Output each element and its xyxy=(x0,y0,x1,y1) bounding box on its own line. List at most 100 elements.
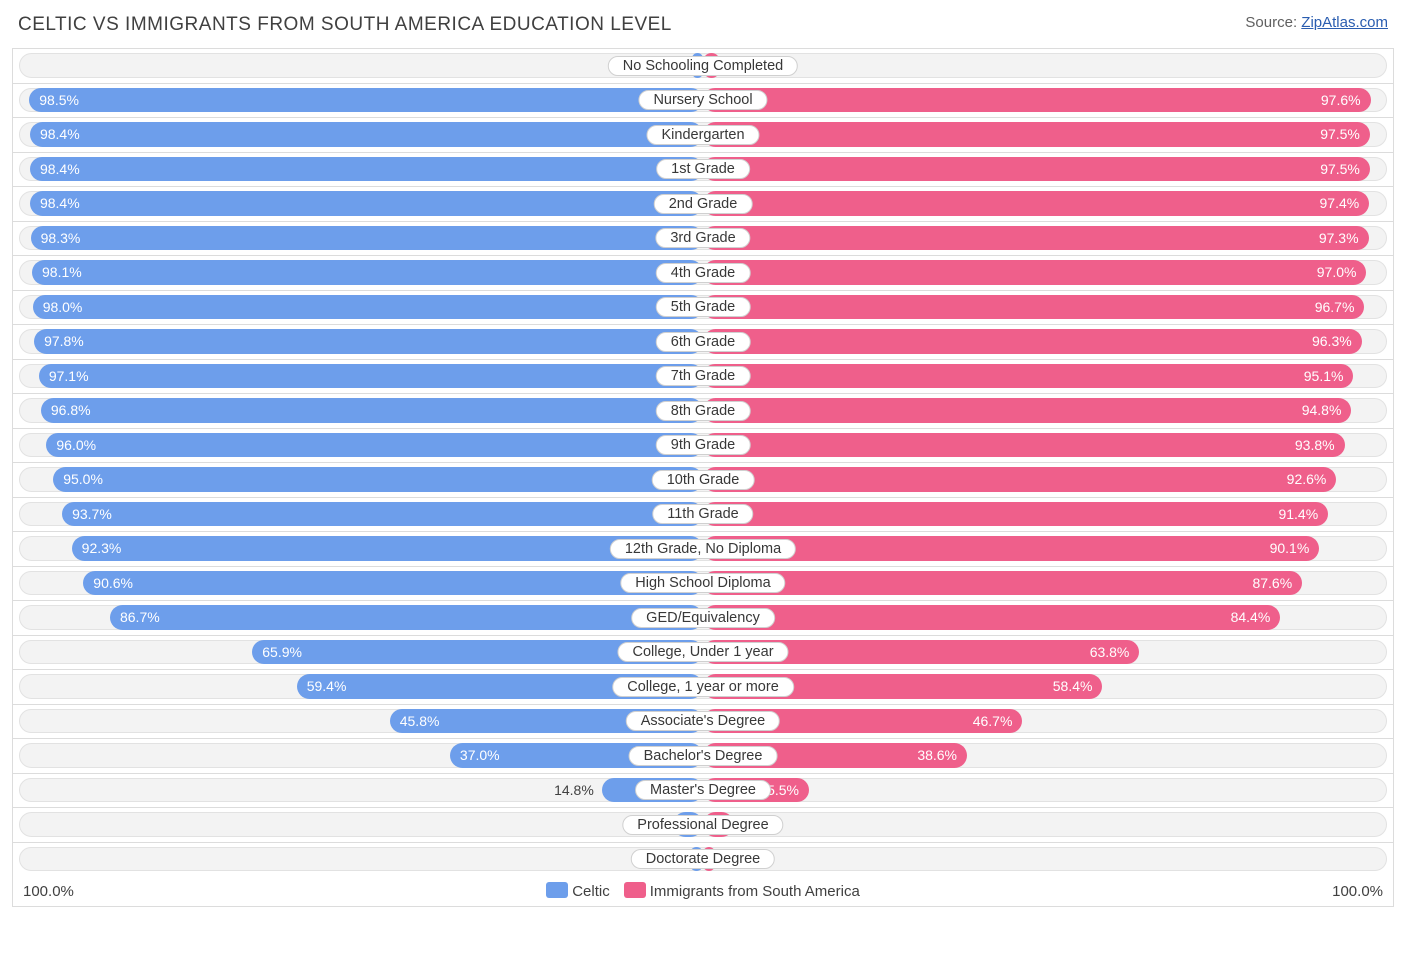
left-half: 96.0% xyxy=(19,433,703,458)
left-value: 96.8% xyxy=(41,402,101,418)
left-value: 65.9% xyxy=(252,644,312,660)
left-half: 98.4% xyxy=(19,191,703,216)
right-half: 84.4% xyxy=(703,605,1387,630)
left-half: 95.0% xyxy=(19,467,703,492)
chart-row: 92.3%90.1%12th Grade, No Diploma xyxy=(13,531,1393,566)
right-value: 91.4% xyxy=(1268,506,1328,522)
category-label: 8th Grade xyxy=(656,401,751,421)
right-value: 90.1% xyxy=(1260,540,1320,556)
left-bar: 98.4% xyxy=(30,157,703,182)
chart-row: 97.1%95.1%7th Grade xyxy=(13,359,1393,394)
chart-row: 98.4%97.4%2nd Grade xyxy=(13,186,1393,221)
chart-row: 93.7% 91.4% 11th Grade xyxy=(13,497,1393,532)
left-value: 14.8% xyxy=(554,782,602,798)
chart-row: 37.0% 38.6% Bachelor's Degree xyxy=(13,738,1393,773)
right-half: 97.5% xyxy=(703,157,1387,182)
chart-row: 96.0%93.8%9th Grade xyxy=(13,428,1393,463)
left-value: 86.7% xyxy=(110,609,170,625)
right-value: 58.4% xyxy=(1043,678,1103,694)
chart-row: 98.3% 97.3% 3rd Grade xyxy=(13,221,1393,256)
chart-row: 98.0%96.7%5th Grade xyxy=(13,290,1393,325)
right-bar: 91.4% xyxy=(703,502,1328,527)
category-label: 11th Grade xyxy=(652,504,753,524)
right-bar: 93.8% xyxy=(703,433,1345,458)
right-bar: 96.3% xyxy=(703,329,1362,354)
left-half: 4.4% xyxy=(19,812,703,837)
source-link[interactable]: ZipAtlas.com xyxy=(1301,14,1388,31)
left-bar: 98.4% xyxy=(30,122,703,147)
right-value: 97.3% xyxy=(1309,230,1369,246)
left-bar: 98.3% xyxy=(31,226,703,251)
left-half: 45.8% xyxy=(19,709,703,734)
left-bar: 96.0% xyxy=(46,433,703,458)
swatch-left xyxy=(546,882,568,898)
right-value: 97.5% xyxy=(1310,126,1370,142)
left-half: 97.8% xyxy=(19,329,703,354)
chart-row: 59.4%58.4%College, 1 year or more xyxy=(13,669,1393,704)
chart-row: 90.6% 87.6% High School Diploma xyxy=(13,566,1393,601)
left-half: 90.6% xyxy=(19,571,703,596)
left-bar: 97.8% xyxy=(34,329,703,354)
category-label: 4th Grade xyxy=(656,263,751,283)
right-value: 38.6% xyxy=(907,747,967,763)
chart-row: 98.4% 97.5% 1st Grade xyxy=(13,152,1393,187)
left-half: 97.1% xyxy=(19,364,703,389)
right-bar: 92.6% xyxy=(703,467,1336,492)
chart-row: 98.5% 97.6% Nursery School xyxy=(13,83,1393,118)
left-half: 65.9% xyxy=(19,640,703,665)
right-bar: 84.4% xyxy=(703,605,1280,630)
source-prefix: Source: xyxy=(1245,14,1301,31)
chart-header: CELTIC VS IMMIGRANTS FROM SOUTH AMERICA … xyxy=(12,10,1394,48)
right-value: 97.0% xyxy=(1307,264,1367,280)
left-half: 96.8% xyxy=(19,398,703,423)
right-value: 97.6% xyxy=(1311,92,1371,108)
right-half: 46.7% xyxy=(703,709,1387,734)
left-value: 90.6% xyxy=(83,575,143,591)
legend-label-left: Celtic xyxy=(572,883,610,900)
left-half: 98.1% xyxy=(19,260,703,285)
left-value: 98.1% xyxy=(32,264,92,280)
chart-row: 98.1% 97.0% 4th Grade xyxy=(13,255,1393,290)
category-label: Bachelor's Degree xyxy=(629,746,778,766)
right-bar: 97.4% xyxy=(703,191,1369,216)
left-bar: 92.3% xyxy=(72,536,703,561)
category-label: Nursery School xyxy=(638,90,767,110)
left-half: 98.5% xyxy=(19,88,703,113)
left-value: 93.7% xyxy=(62,506,122,522)
right-value: 97.5% xyxy=(1310,161,1370,177)
right-bar: 97.3% xyxy=(703,226,1369,251)
left-bar: 95.0% xyxy=(53,467,703,492)
category-label: 2nd Grade xyxy=(654,194,753,214)
category-label: 3rd Grade xyxy=(655,228,750,248)
swatch-right xyxy=(624,882,646,898)
category-label: 1st Grade xyxy=(656,159,750,179)
chart-row: 1.6%2.5%No Schooling Completed xyxy=(13,48,1393,83)
category-label: No Schooling Completed xyxy=(608,56,798,76)
right-value: 87.6% xyxy=(1242,575,1302,591)
left-bar: 98.0% xyxy=(33,295,703,320)
right-value: 94.8% xyxy=(1292,402,1352,418)
category-label: High School Diploma xyxy=(620,573,785,593)
left-value: 98.5% xyxy=(29,92,89,108)
left-bar: 97.1% xyxy=(39,364,703,389)
legend-item-left: Celtic xyxy=(546,882,610,900)
right-half: 96.3% xyxy=(703,329,1387,354)
left-bar: 93.7% xyxy=(62,502,703,527)
left-half: 98.4% xyxy=(19,157,703,182)
left-bar: 86.7% xyxy=(110,605,703,630)
chart-row: 65.9%63.8%College, Under 1 year xyxy=(13,635,1393,670)
left-value: 98.3% xyxy=(31,230,91,246)
left-value: 59.4% xyxy=(297,678,357,694)
right-value: 96.7% xyxy=(1305,299,1365,315)
category-label: GED/Equivalency xyxy=(631,608,775,628)
category-label: Professional Degree xyxy=(622,815,783,835)
left-value: 95.0% xyxy=(53,471,113,487)
left-bar: 98.1% xyxy=(32,260,703,285)
right-bar: 97.5% xyxy=(703,157,1370,182)
category-label: Associate's Degree xyxy=(626,711,780,731)
left-value: 37.0% xyxy=(450,747,510,763)
left-half: 37.0% xyxy=(19,743,703,768)
category-label: Kindergarten xyxy=(646,125,759,145)
category-label: 10th Grade xyxy=(652,470,755,490)
right-half: 97.4% xyxy=(703,191,1387,216)
